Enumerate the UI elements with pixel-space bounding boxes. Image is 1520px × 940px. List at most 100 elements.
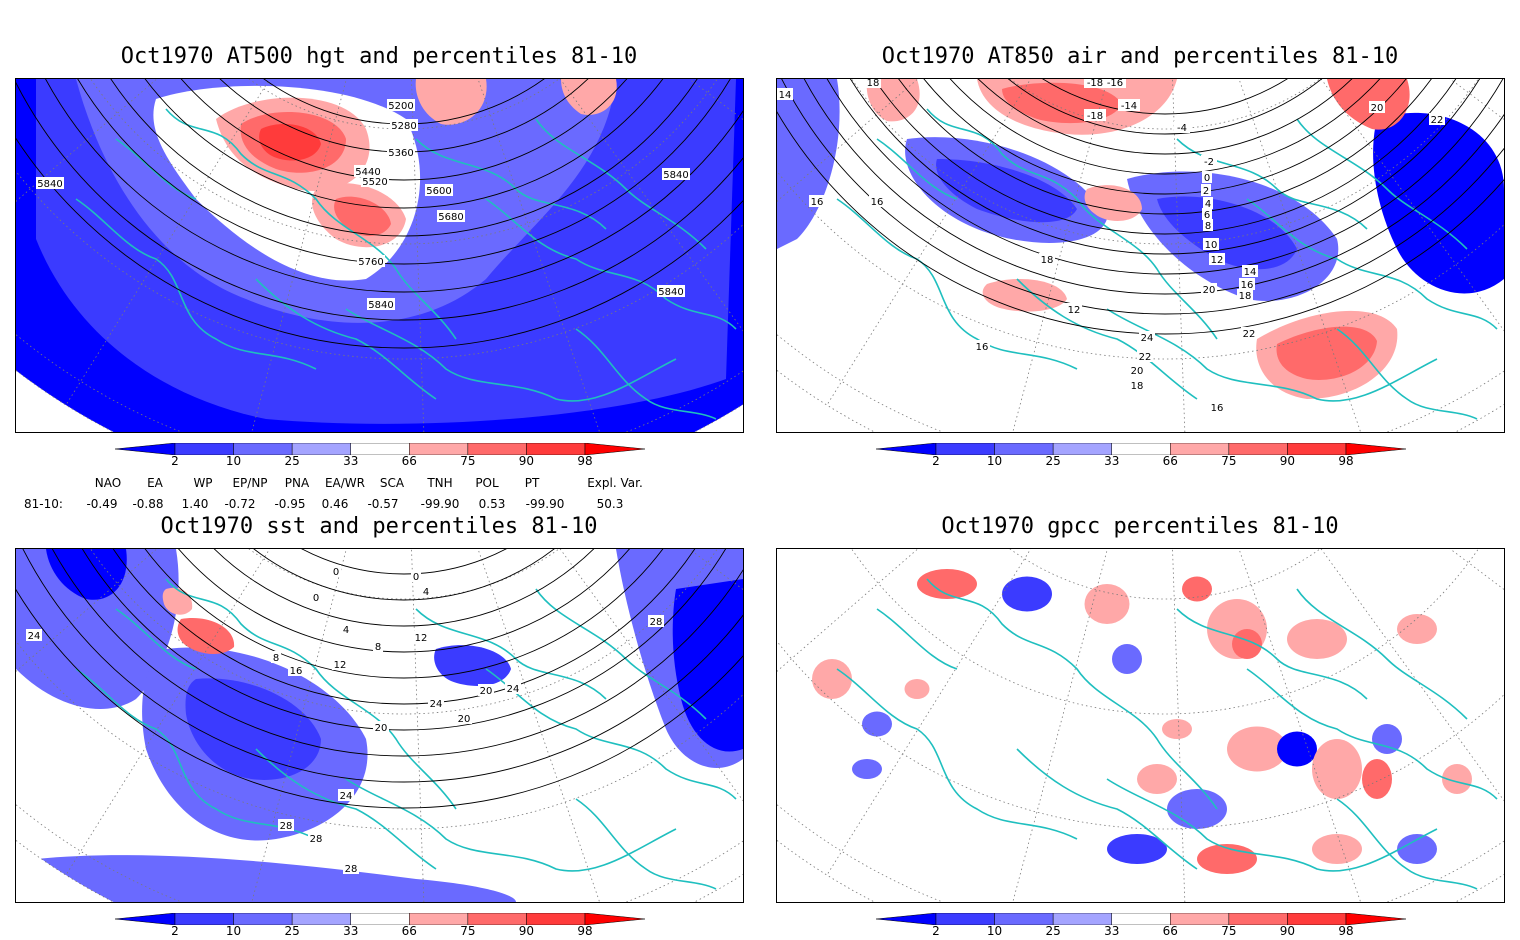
- contour-label: 5520: [362, 177, 387, 188]
- contour-line: [914, 79, 1416, 135]
- longitude-line: [1164, 549, 1374, 902]
- contour-label-box: [974, 340, 990, 352]
- colorbar-tick-label: 33: [1104, 454, 1120, 468]
- colorbar-swatches: [114, 442, 646, 456]
- colorbar-swatch: [1287, 912, 1347, 926]
- precip-anomaly-patch: [1312, 739, 1362, 799]
- contour-label: 5600: [426, 186, 451, 197]
- contour-label-box: [271, 651, 281, 663]
- contour-label: 16: [290, 666, 303, 677]
- below-normal-region: [185, 678, 321, 780]
- contour-line: [53, 549, 743, 705]
- above-normal-region: [982, 279, 1067, 312]
- contour-label-box: [1241, 327, 1257, 339]
- coastline: [115, 608, 197, 670]
- precip-anomaly-patch: [1182, 576, 1212, 602]
- precip-anomaly-patch: [812, 659, 852, 699]
- precip-anomaly-patch: [1137, 764, 1177, 794]
- contour-line: [794, 79, 1504, 255]
- colorbar-tick-label: 98: [577, 454, 593, 468]
- coastline: [1106, 778, 1438, 872]
- contour-label: 5760: [358, 257, 383, 268]
- contour-label-box: [809, 195, 825, 207]
- contour-label: 4: [343, 625, 349, 636]
- colorbar-tick-label: 10: [225, 924, 242, 938]
- contour-label: -4: [1177, 123, 1187, 134]
- precip-anomaly-patch: [1372, 724, 1402, 754]
- contour-label: 16: [1211, 403, 1224, 414]
- contour-label: -16: [1107, 79, 1123, 89]
- precip-anomaly-patch: [1397, 614, 1437, 644]
- contour-label-box: [1118, 99, 1140, 111]
- contour-label-box: [361, 175, 389, 187]
- colorbar-swatch: [174, 442, 234, 456]
- coastline: [926, 578, 1218, 810]
- coastline: [1246, 668, 1498, 800]
- contour-label: 28: [650, 617, 663, 628]
- panel-title-hgt: Oct1970 AT500 hgt and percentiles 81-10: [120, 44, 638, 69]
- above-normal-region: [1327, 79, 1410, 130]
- precip-anomaly-patch: [1107, 834, 1167, 864]
- contour-line: [79, 549, 729, 679]
- colorbar-tick-label: 75: [1221, 454, 1237, 468]
- longitude-line: [65, 79, 405, 406]
- contour-label-box: [1039, 253, 1055, 265]
- colorbar-swatch: [1170, 912, 1230, 926]
- panel-title-sst: Oct1970 sst and percentiles 81-10: [160, 514, 598, 539]
- teleconnection-header: EA/WR: [324, 476, 366, 490]
- coastline: [485, 668, 737, 800]
- colorbar-swatch: [114, 912, 176, 926]
- contour-label-box: [390, 119, 418, 131]
- contour-label-box: [777, 88, 793, 100]
- coastline: [75, 668, 317, 840]
- contour-label-box: [1137, 350, 1153, 362]
- contour-label: 28: [345, 864, 358, 875]
- contour-line: [51, 79, 743, 237]
- contour-line: [16, 549, 743, 783]
- colorbar-tick-label: 98: [1338, 454, 1354, 468]
- contour-label-box: [1084, 109, 1106, 121]
- map-panel-sst: 28 24 0 0 0 4 8 4 8 12 16 20 20 24 20 24 28 24 28 28 12: [15, 548, 744, 903]
- contour-line: [23, 79, 743, 265]
- contour-label: 20: [1203, 285, 1216, 296]
- contour-label: 14: [779, 90, 792, 101]
- precip-anomaly-patch: [917, 569, 977, 599]
- contour-label: 16: [976, 342, 989, 353]
- colorbar-tick-label: 33: [343, 454, 359, 468]
- contour-label-box: [1104, 79, 1126, 88]
- teleconnection-value: 0.53: [478, 497, 506, 511]
- colorbar-swatch: [114, 442, 176, 456]
- coastline: [1176, 608, 1368, 700]
- coastline: [1296, 588, 1468, 720]
- coastline: [165, 108, 457, 340]
- colorbar-swatch: [1170, 442, 1230, 456]
- longitude-line: [238, 549, 405, 902]
- colorbar-tick-label: 33: [1104, 924, 1120, 938]
- contour-label-box: [373, 721, 389, 733]
- contour-label-box: [1201, 184, 1211, 196]
- longitude-line: [1164, 549, 1504, 851]
- colorbar-swatch: [935, 442, 995, 456]
- longitude-line: [238, 79, 405, 432]
- contour-label-box: [1202, 208, 1212, 220]
- precip-anomaly-patch: [1227, 726, 1287, 772]
- colorbar-swatch: [233, 442, 293, 456]
- contour-label: 4: [1205, 199, 1211, 210]
- colorbar-top-left: 2 10 25 33 66 75 90 98: [114, 440, 646, 470]
- precip-anomaly-patch: [1277, 731, 1317, 767]
- coastline: [535, 588, 707, 720]
- colorbar-tick-label: 66: [401, 924, 417, 938]
- contour-label-box: [865, 79, 881, 88]
- contour-line: [834, 79, 1496, 215]
- coastline: [415, 138, 607, 230]
- precip-anomaly-patch: [1312, 834, 1362, 864]
- above-normal-region: [177, 618, 235, 655]
- teleconnection-value: -0.49: [86, 497, 118, 511]
- longitude-line: [403, 549, 427, 902]
- precip-anomaly-patch: [1002, 576, 1052, 612]
- colorbar-tick-label: 25: [284, 454, 300, 468]
- coastline: [345, 308, 677, 402]
- teleconnection-value: 1.40: [181, 497, 209, 511]
